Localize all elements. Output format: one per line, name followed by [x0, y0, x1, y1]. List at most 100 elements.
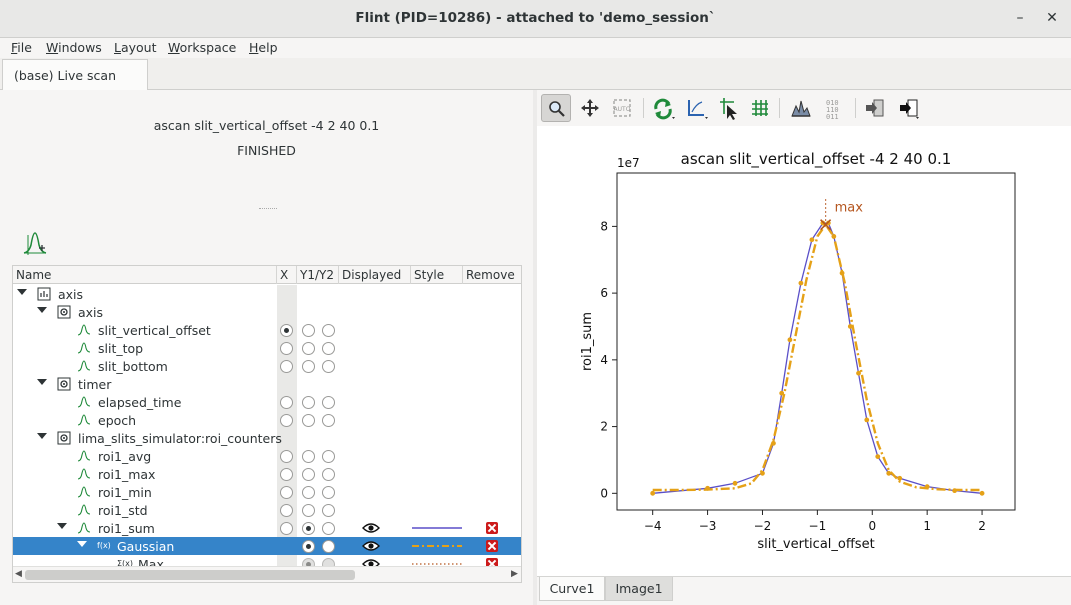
x-axis-radio[interactable]: [280, 450, 293, 463]
y2-radio[interactable]: [322, 486, 335, 499]
export-menu-button[interactable]: [893, 94, 923, 122]
tree-row-roi1-avg[interactable]: roi1_avg: [13, 447, 521, 465]
collapse-icon[interactable]: [37, 307, 47, 313]
col-name[interactable]: Name: [13, 266, 277, 284]
x-axis-radio[interactable]: [280, 504, 293, 517]
collapse-icon[interactable]: [37, 379, 47, 385]
x-axis-radio[interactable]: [280, 522, 293, 535]
tab-curve1[interactable]: Curve1: [539, 577, 605, 601]
minimize-button[interactable]: –: [1016, 10, 1024, 26]
tree-row-device-axis[interactable]: axis: [13, 285, 521, 303]
x-axis-radio[interactable]: [280, 324, 293, 337]
scan-property-panel: ascan slit_vertical_offset -4 2 40 0.1 F…: [0, 90, 533, 605]
y2-radio[interactable]: [322, 468, 335, 481]
tree-row-roi1-std[interactable]: roi1_std: [13, 501, 521, 519]
tree-row-controller-axis[interactable]: axis: [13, 303, 521, 321]
chart-title: ascan slit_vertical_offset -4 2 40 0.1: [681, 150, 952, 169]
splitter-grip[interactable]: [259, 208, 277, 211]
tree-row-gaussian[interactable]: f(x) Gaussian: [13, 537, 521, 555]
col-style[interactable]: Style: [411, 266, 463, 284]
y2-radio[interactable]: [322, 360, 335, 373]
pane-splitter[interactable]: [533, 90, 537, 605]
add-fit-button[interactable]: [22, 231, 48, 257]
eye-icon[interactable]: [362, 540, 380, 552]
y1-radio[interactable]: [302, 504, 315, 517]
y2-radio[interactable]: [322, 342, 335, 355]
col-x[interactable]: X: [277, 266, 297, 284]
reset-zoom-button[interactable]: AUTO: [607, 94, 637, 122]
tab-live-scan[interactable]: (base) Live scan: [2, 59, 148, 90]
data-point: [760, 470, 765, 476]
tree-row-elapsed-time[interactable]: elapsed_time: [13, 393, 521, 411]
y1-radio[interactable]: [302, 396, 315, 409]
menu-windows[interactable]: Windows: [46, 40, 102, 55]
y2-radio[interactable]: [322, 504, 335, 517]
export-data-button[interactable]: [859, 94, 889, 122]
tree-horizontal-scrollbar[interactable]: ◀ ▶: [13, 566, 521, 582]
scrollbar-thumb[interactable]: [25, 570, 355, 580]
collapse-icon[interactable]: [17, 289, 27, 295]
collapse-icon[interactable]: [77, 541, 87, 547]
tree-row-roi1-max[interactable]: roi1_max: [13, 465, 521, 483]
y1-radio[interactable]: [302, 522, 315, 535]
col-remove[interactable]: Remove: [466, 268, 515, 282]
y2-radio[interactable]: [322, 450, 335, 463]
remove-icon[interactable]: [486, 540, 498, 552]
x-axis-radio[interactable]: [280, 414, 293, 427]
y2-radio[interactable]: [322, 396, 335, 409]
y1-radio[interactable]: [302, 468, 315, 481]
collapse-icon[interactable]: [57, 523, 67, 529]
y2-radio[interactable]: [322, 540, 335, 553]
zoom-mode-button[interactable]: [541, 94, 571, 122]
y2-radio[interactable]: [322, 522, 335, 535]
tree-row-roi1-min[interactable]: roi1_min: [13, 483, 521, 501]
menu-layout[interactable]: Layout: [114, 40, 157, 55]
y1-radio[interactable]: [302, 450, 315, 463]
menu-file[interactable]: File: [11, 40, 32, 55]
axis-options-button[interactable]: [681, 94, 711, 122]
show-values-button[interactable]: 010 110 011: [819, 94, 849, 122]
scroll-left-icon[interactable]: ◀: [15, 569, 22, 579]
x-axis-radio[interactable]: [280, 360, 293, 373]
close-window-button[interactable]: ✕: [1046, 10, 1058, 26]
scroll-right-icon[interactable]: ▶: [511, 569, 518, 579]
y1-radio[interactable]: [302, 414, 315, 427]
y1-radio[interactable]: [302, 360, 315, 373]
style-solid-line[interactable]: [412, 527, 462, 529]
collapse-icon[interactable]: [37, 433, 47, 439]
x-axis-radio[interactable]: [280, 342, 293, 355]
x-axis-radio[interactable]: [280, 486, 293, 499]
plot-area[interactable]: ascan slit_vertical_offset -4 2 40 0.1 1e…: [537, 126, 1071, 576]
grid-toggle-button[interactable]: [745, 94, 775, 122]
x-axis-radio[interactable]: [280, 396, 293, 409]
y1-radio[interactable]: [302, 486, 315, 499]
tree-row-epoch[interactable]: epoch: [13, 411, 521, 429]
x-axis-radio[interactable]: [280, 468, 293, 481]
tree-row-slit-bottom[interactable]: slit_bottom: [13, 357, 521, 375]
y2-radio[interactable]: [322, 414, 335, 427]
tree-row-controller-timer[interactable]: timer: [13, 375, 521, 393]
eye-icon[interactable]: [362, 522, 380, 534]
scan-chart[interactable]: ascan slit_vertical_offset -4 2 40 0.1 1e…: [537, 126, 1071, 576]
tree-row-slit-vertical-offset[interactable]: slit_vertical_offset: [13, 321, 521, 339]
style-dashdot-line[interactable]: [412, 545, 462, 547]
pan-mode-button[interactable]: [575, 94, 605, 122]
y2-radio[interactable]: [322, 324, 335, 337]
tree-row-roi1-sum[interactable]: roi1_sum: [13, 519, 521, 537]
y1-radio[interactable]: [302, 342, 315, 355]
menu-help[interactable]: Help: [249, 40, 278, 55]
style-dotted-line[interactable]: [412, 563, 462, 565]
tab-image1[interactable]: Image1: [605, 577, 673, 601]
menu-workspace[interactable]: Workspace: [168, 40, 237, 55]
tree-row-slit-top[interactable]: slit_top: [13, 339, 521, 357]
crosshair-button[interactable]: [713, 94, 743, 122]
refresh-button[interactable]: [647, 94, 677, 122]
curve-style-button[interactable]: [785, 94, 815, 122]
y1-radio[interactable]: [302, 540, 315, 553]
remove-icon[interactable]: [486, 522, 498, 534]
tree-row-controller-roi-counters[interactable]: lima_slits_simulator:roi_counters: [13, 429, 521, 447]
window-title: Flint (PID=10286) - attached to 'demo_se…: [355, 10, 716, 26]
col-y1y2[interactable]: Y1/Y2: [297, 266, 339, 284]
y1-radio[interactable]: [302, 324, 315, 337]
col-displayed[interactable]: Displayed: [339, 266, 411, 284]
